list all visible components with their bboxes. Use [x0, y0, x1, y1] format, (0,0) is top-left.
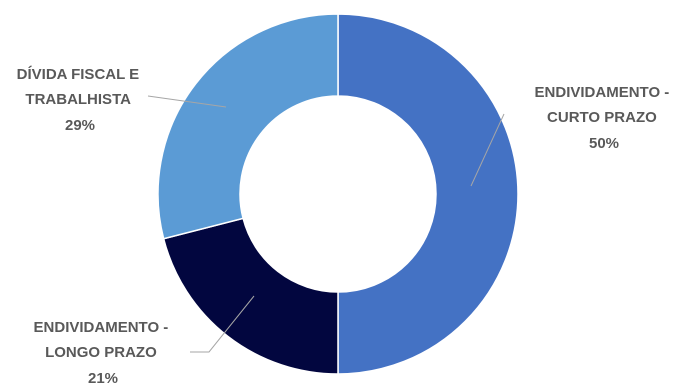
slice-label-longo-prazo: ENDIVIDAMENTO - LONGO PRAZO 21% — [34, 319, 173, 387]
slice-curto-prazo — [337, 13, 519, 375]
leader-line-divida-fiscal — [147, 95, 227, 108]
leader-line-curto-prazo — [470, 113, 505, 187]
donut-slices — [157, 13, 519, 375]
slice-label-divida-fiscal: DÍVIDA FISCAL E TRABALHISTA 29% — [17, 66, 144, 134]
leader-line-longo-prazo — [190, 295, 255, 353]
slice-longo-prazo — [162, 217, 339, 375]
slice-label-curto-prazo: ENDIVIDAMENTO - CURTO PRAZO 50% — [535, 84, 674, 152]
slice-divida-fiscal — [157, 13, 339, 240]
leader-lines — [147, 95, 505, 353]
